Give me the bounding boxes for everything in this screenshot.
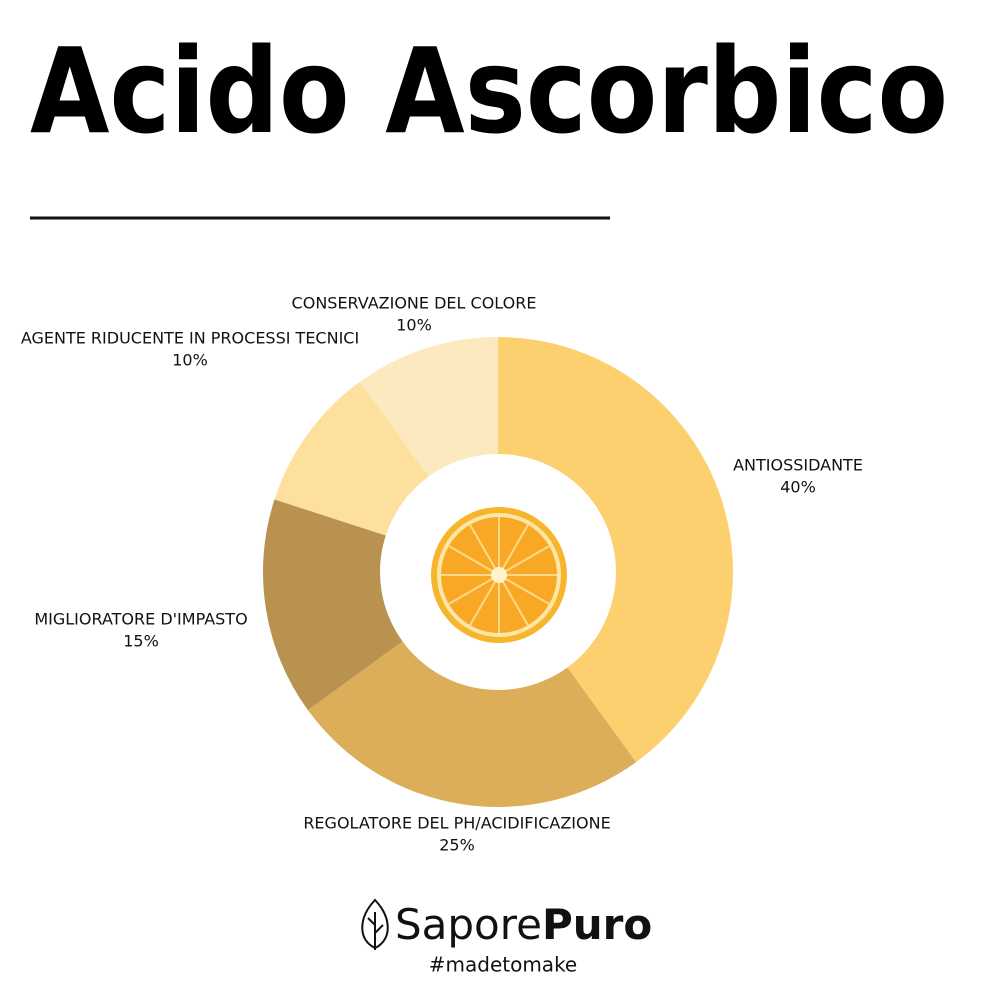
donut-slice	[498, 337, 734, 763]
brand: SaporePuro	[395, 900, 652, 949]
donut-slice	[359, 337, 498, 477]
chart-title: Acido Ascorbico	[30, 22, 948, 160]
brand-bold: Puro	[542, 900, 652, 949]
slice-label: REGOLATORE DEL PH/ACIDIFICAZIONE	[303, 814, 610, 833]
slice-label: CONSERVAZIONE DEL COLORE	[292, 294, 537, 313]
donut-slice	[262, 499, 403, 711]
donut-slice	[307, 641, 637, 807]
donut-slice	[274, 381, 429, 536]
slice-label: MIGLIORATORE D'IMPASTO	[34, 610, 247, 629]
slice-label: ANTIOSSIDANTE	[733, 456, 863, 475]
slice-value-label: 10%	[396, 316, 432, 335]
slice-value-label: 40%	[780, 478, 816, 497]
hashtag: #madetomake	[429, 953, 578, 977]
slice-value-label: 10%	[172, 351, 208, 370]
slice-label: AGENTE RIDUCENTE IN PROCESSI TECNICI	[21, 329, 359, 348]
brand-light: Sapore	[395, 900, 542, 949]
slice-value-label: 25%	[439, 836, 475, 855]
orange-image	[431, 507, 567, 643]
slice-value-label: 15%	[123, 632, 159, 651]
brand-logo	[361, 898, 389, 950]
labels: ANTIOSSIDANTE 40% REGOLATORE DEL PH/ACIDIF…	[21, 294, 863, 855]
donut	[262, 337, 734, 807]
